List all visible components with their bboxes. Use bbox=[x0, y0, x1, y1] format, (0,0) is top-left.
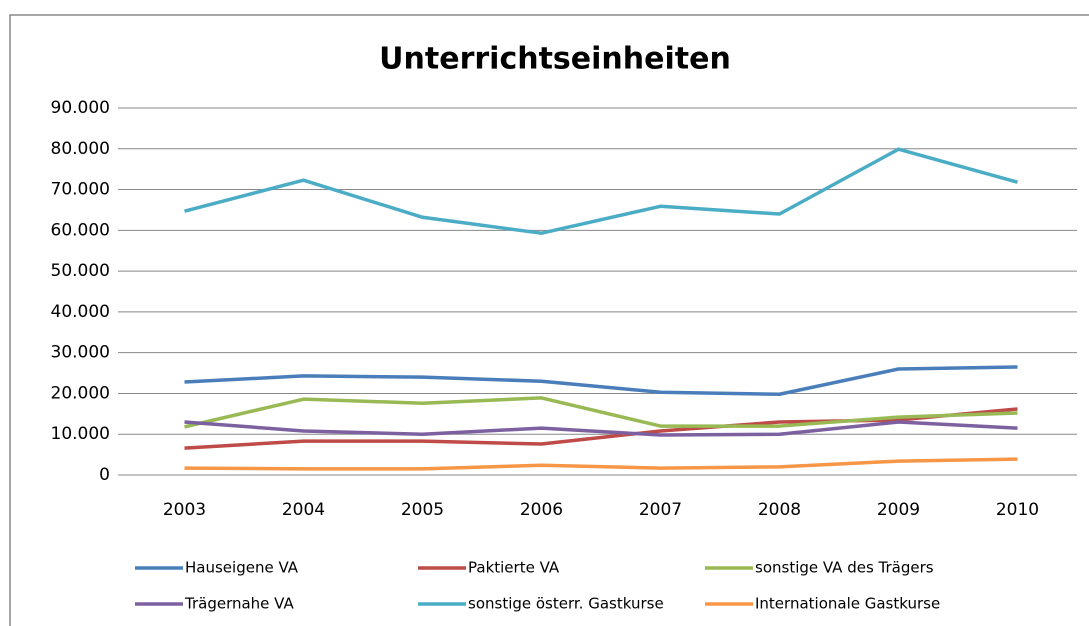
x-tick-label: 2004 bbox=[282, 500, 325, 520]
x-tick-label: 2007 bbox=[639, 500, 682, 520]
y-tick-label: 80.000 bbox=[51, 139, 110, 159]
series-line bbox=[184, 420, 1018, 437]
x-tick-label: 2005 bbox=[401, 500, 444, 520]
x-tick-label: 2010 bbox=[996, 500, 1039, 520]
y-tick-label: 40.000 bbox=[51, 302, 110, 322]
y-tick-label: 20.000 bbox=[51, 383, 110, 403]
legend-label: Hauseigene VA bbox=[185, 559, 299, 577]
series-line bbox=[184, 147, 1018, 235]
chart-title: Unterrichtseinheiten bbox=[379, 42, 731, 77]
legend-label: sonstige VA des Trägers bbox=[755, 559, 934, 577]
y-tick-label: 60.000 bbox=[51, 220, 110, 240]
x-tick-label: 2009 bbox=[877, 500, 920, 520]
chart-frame bbox=[9, 14, 1089, 626]
y-tick-label: 90.000 bbox=[51, 98, 110, 118]
x-tick-label: 2003 bbox=[163, 500, 206, 520]
y-tick-label: 70.000 bbox=[51, 180, 110, 200]
y-tick-label: 0 bbox=[99, 465, 110, 485]
series-line bbox=[184, 365, 1018, 397]
legend-label: sonstige österr. Gastkurse bbox=[468, 595, 664, 613]
y-tick-label: 50.000 bbox=[51, 261, 110, 281]
legend-label: Internationale Gastkurse bbox=[755, 595, 940, 613]
legend-label: Trägernahe VA bbox=[184, 595, 294, 613]
series-line bbox=[184, 396, 1018, 429]
series-line bbox=[184, 457, 1018, 471]
x-tick-label: 2006 bbox=[520, 500, 563, 520]
x-tick-label: 2008 bbox=[758, 500, 801, 520]
y-tick-label: 10.000 bbox=[51, 424, 110, 444]
y-tick-label: 30.000 bbox=[51, 343, 110, 363]
legend-label: Paktierte VA bbox=[468, 559, 560, 577]
